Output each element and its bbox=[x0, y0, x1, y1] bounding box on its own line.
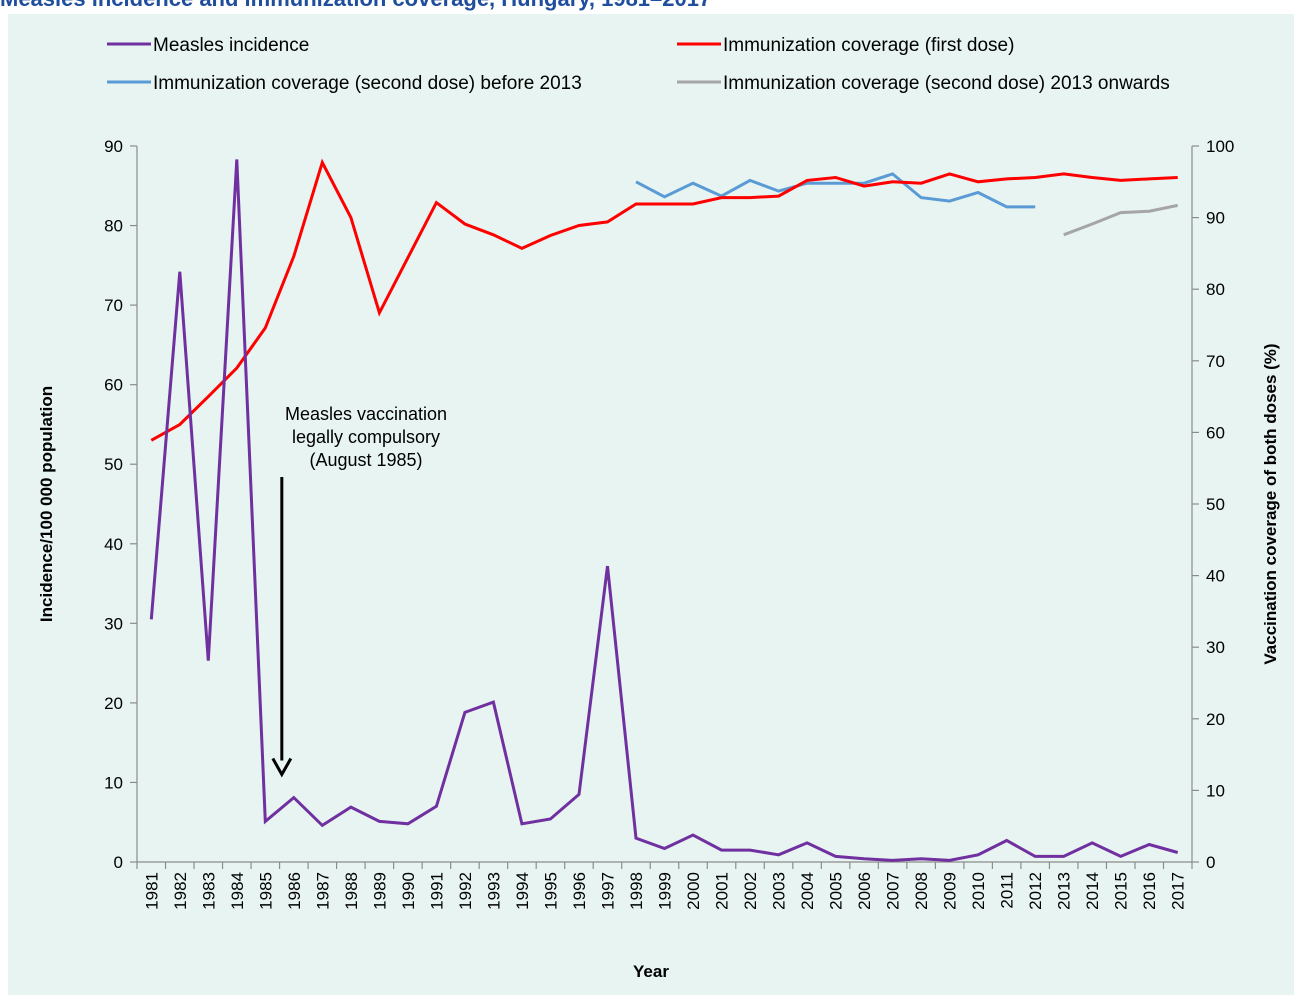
right-tick-label: 60 bbox=[1206, 423, 1225, 442]
x-tick-label: 1985 bbox=[256, 872, 275, 910]
x-tick-label: 1988 bbox=[342, 872, 361, 910]
x-axis-title: Year bbox=[633, 962, 669, 981]
x-tick-label: 2001 bbox=[713, 872, 732, 910]
x-tick-label: 1983 bbox=[199, 872, 218, 910]
x-tick-label: 1987 bbox=[313, 872, 332, 910]
legend-label-0: Measles incidence bbox=[153, 35, 309, 56]
series-line-2 bbox=[635, 172, 1036, 209]
right-tick-label: 40 bbox=[1206, 567, 1225, 586]
annotation-text-line: (August 1985) bbox=[309, 450, 422, 470]
right-tick-label: 80 bbox=[1206, 280, 1225, 299]
x-tick-label: 1995 bbox=[541, 872, 560, 910]
legend-label-2: Immunization coverage (second dose) befo… bbox=[153, 73, 582, 94]
x-tick-label: 2017 bbox=[1169, 872, 1188, 910]
x-tick-label: 1982 bbox=[171, 872, 190, 910]
chart-frame bbox=[8, 14, 1294, 995]
x-tick-label: 2011 bbox=[998, 872, 1017, 909]
right-tick-label: 20 bbox=[1206, 710, 1225, 729]
x-tick-label: 2000 bbox=[684, 872, 703, 910]
x-tick-label: 1994 bbox=[513, 872, 532, 910]
x-tick-label: 2008 bbox=[912, 872, 931, 910]
x-tick-label: 2002 bbox=[741, 872, 760, 910]
x-tick-label: 1989 bbox=[370, 872, 389, 910]
right-tick-label: 70 bbox=[1206, 352, 1225, 371]
clipped-chart-title: Measles incidence and immunization cover… bbox=[0, 0, 711, 12]
left-axis-title: Incidence/100 000 population bbox=[37, 386, 56, 622]
left-tick-label: 0 bbox=[114, 853, 123, 872]
chart-annotation-layer: Measles vaccination legally compulsory (Au… bbox=[271, 404, 447, 778]
x-tick-label: 2010 bbox=[969, 872, 988, 910]
left-tick-label: 90 bbox=[104, 137, 123, 156]
annotation-arrow-head bbox=[271, 757, 293, 778]
x-tick-label: 1999 bbox=[656, 872, 675, 910]
left-tick-label: 80 bbox=[104, 217, 123, 236]
right-tick-label: 50 bbox=[1206, 495, 1225, 514]
clipped-title-strip: Measles incidence and immunization cover… bbox=[0, 0, 1294, 12]
right-tick-label: 100 bbox=[1206, 137, 1234, 156]
left-tick-label: 70 bbox=[104, 296, 123, 315]
x-tick-label: 1984 bbox=[228, 872, 247, 910]
x-tick-label: 2003 bbox=[770, 872, 789, 910]
left-tick-label: 60 bbox=[104, 376, 123, 395]
left-tick-label: 50 bbox=[104, 455, 123, 474]
x-tick-label: 1981 bbox=[142, 872, 161, 910]
right-tick-label: 0 bbox=[1206, 853, 1215, 872]
x-tick-label: 2012 bbox=[1026, 872, 1045, 910]
legend-label-3: Immunization coverage (second dose) 2013… bbox=[723, 73, 1170, 94]
x-tick-label: 1997 bbox=[598, 872, 617, 910]
left-tick-label: 30 bbox=[104, 614, 123, 633]
legend-label-1: Immunization coverage (first dose) bbox=[723, 35, 1014, 56]
x-tick-label: 2004 bbox=[798, 872, 817, 910]
right-tick-label: 90 bbox=[1206, 209, 1225, 228]
annotation-text-line: legally compulsory bbox=[292, 427, 440, 447]
left-tick-label: 40 bbox=[104, 535, 123, 554]
x-tick-label: 1992 bbox=[456, 872, 475, 910]
series-line-3 bbox=[1063, 203, 1178, 237]
chart-legend: Measles incidence Immunization coverage (… bbox=[107, 35, 1170, 94]
x-tick-label: 1998 bbox=[627, 872, 646, 910]
x-tick-label: 2006 bbox=[855, 872, 874, 910]
left-tick-label: 20 bbox=[104, 694, 123, 713]
annotation-text-line: Measles vaccination bbox=[285, 404, 447, 424]
x-tick-label: 1986 bbox=[285, 872, 304, 910]
x-tick-label: 2015 bbox=[1112, 872, 1131, 910]
x-tick-label: 2013 bbox=[1055, 872, 1074, 910]
x-tick-label: 2014 bbox=[1083, 872, 1102, 910]
x-tick-label: 2016 bbox=[1140, 872, 1159, 910]
x-tick-label: 1996 bbox=[570, 872, 589, 910]
right-tick-label: 10 bbox=[1206, 781, 1225, 800]
x-tick-label: 2007 bbox=[884, 872, 903, 910]
right-axis-title: Vaccination coverage of both doses (%) bbox=[1261, 343, 1280, 664]
chart-series-layer bbox=[149, 158, 1179, 862]
chart-axes: 0 10 20 30 40 50 60 70 80 90 0 10 20 30 40 50 60 70 80 90 10… bbox=[37, 137, 1280, 981]
x-tick-label: 1991 bbox=[427, 872, 446, 910]
x-tick-label: 1990 bbox=[399, 872, 418, 910]
left-tick-label: 10 bbox=[104, 773, 123, 792]
x-tick-label: 2005 bbox=[827, 872, 846, 910]
x-tick-label: 1993 bbox=[484, 872, 503, 910]
x-tick-label: 2009 bbox=[941, 872, 960, 910]
series-line-0 bbox=[149, 159, 1179, 862]
series-line-1 bbox=[150, 158, 1178, 442]
right-tick-label: 30 bbox=[1206, 638, 1225, 657]
